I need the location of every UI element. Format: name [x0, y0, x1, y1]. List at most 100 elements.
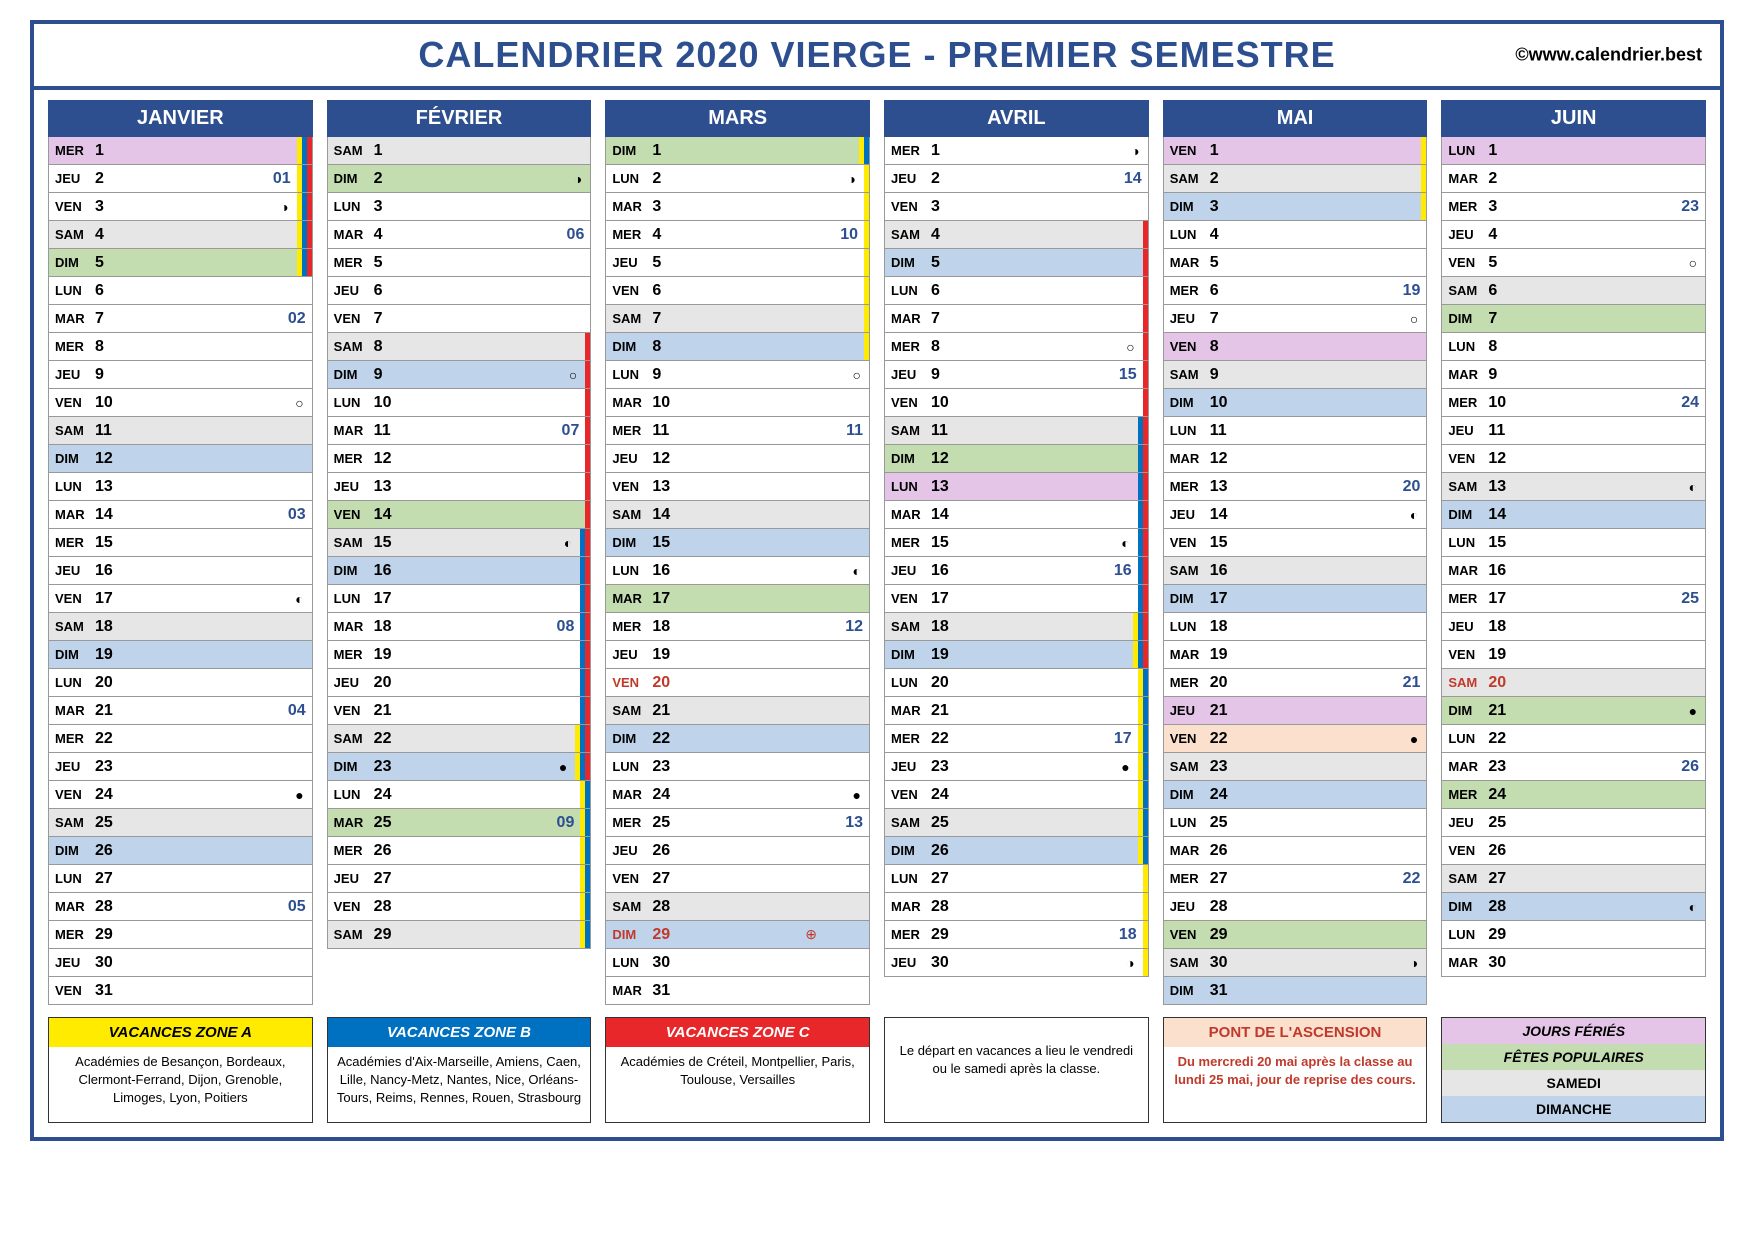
day-number: 2: [1486, 170, 1497, 188]
day-weekday: SAM: [328, 143, 372, 158]
day-number: 6: [929, 282, 940, 300]
day-cell: MER323: [1441, 193, 1706, 221]
day-cell: MAR7: [884, 305, 1149, 333]
day-cell: VEN17: [884, 585, 1149, 613]
vacation-bars: [859, 137, 869, 164]
day-number: 2: [93, 170, 104, 188]
day-number: 12: [93, 450, 113, 468]
day-weekday: MER: [606, 227, 650, 242]
vacation-bars: [1138, 445, 1148, 472]
vacation-bar-zone-c: [1143, 417, 1148, 444]
day-weekday: VEN: [606, 479, 650, 494]
day-number: 29: [372, 926, 392, 944]
day-cell: VEN24: [884, 781, 1149, 809]
day-cell: MAR406: [327, 221, 592, 249]
day-weekday: MER: [49, 927, 93, 942]
day-number: 23: [929, 758, 949, 776]
legend-pont-title: PONT DE L'ASCENSION: [1164, 1018, 1427, 1047]
day-weekday: DIM: [606, 143, 650, 158]
day-number: 17: [1486, 590, 1506, 608]
day-weekday: JEU: [49, 563, 93, 578]
day-cell: VEN27: [605, 865, 870, 893]
day-weekday: MAR: [606, 591, 650, 606]
day-cell: VEN10: [884, 389, 1149, 417]
day-weekday: MAR: [606, 983, 650, 998]
vacation-bars: [1138, 557, 1148, 584]
day-number: 10: [93, 394, 113, 412]
vacation-bar-zone-a: [864, 165, 869, 192]
day-cell: LUN6: [884, 277, 1149, 305]
vacation-bars: [585, 361, 590, 388]
day-cell: JEU14◐: [1163, 501, 1428, 529]
vacation-bar-zone-c: [585, 529, 590, 556]
vacation-bars: [580, 809, 590, 836]
day-cell: LUN6: [48, 277, 313, 305]
day-number: 29: [1208, 926, 1228, 944]
day-weekday: LUN: [49, 283, 93, 298]
vacation-bars: [585, 389, 590, 416]
day-number: 9: [93, 366, 104, 384]
month-column: JUINLUN1MAR2MER323JEU4VEN5○SAM6DIM7LUN8M…: [1441, 100, 1706, 1005]
day-weekday: LUN: [328, 591, 372, 606]
day-cell: MAR24●: [605, 781, 870, 809]
day-number: 27: [929, 870, 949, 888]
day-cell: MAR2509: [327, 809, 592, 837]
day-cell: VEN21: [327, 697, 592, 725]
day-weekday: MER: [328, 451, 372, 466]
day-number: 3: [929, 198, 940, 216]
day-number: 1: [929, 142, 940, 160]
day-number: 13: [929, 478, 949, 496]
vacation-bar-zone-c: [585, 585, 590, 612]
day-weekday: MAR: [606, 787, 650, 802]
vacation-bars: [580, 585, 590, 612]
week-number: 02: [288, 310, 312, 328]
day-cell: SAM25: [884, 809, 1149, 837]
day-number: 27: [93, 870, 113, 888]
day-weekday: DIM: [49, 647, 93, 662]
day-number: 12: [650, 450, 670, 468]
day-weekday: VEN: [49, 395, 93, 410]
day-number: 19: [93, 646, 113, 664]
day-cell: JEU30◑: [884, 949, 1149, 977]
moon-phase-icon: ◐: [853, 563, 869, 579]
vacation-bar-zone-c: [585, 473, 590, 500]
vacation-bar-zone-b: [585, 921, 590, 948]
day-cell: MAR2: [1441, 165, 1706, 193]
day-weekday: JEU: [49, 955, 93, 970]
day-cell: LUN2◑: [605, 165, 870, 193]
day-number: 9: [1486, 366, 1497, 384]
day-cell: SAM7: [605, 305, 870, 333]
day-number: 26: [1486, 842, 1506, 860]
day-number: 1: [650, 142, 661, 160]
month-column: FÉVRIERSAM1DIM2◑LUN3MAR406MER5JEU6VEN7SA…: [327, 100, 592, 1005]
month-column: MARSDIM1LUN2◑MAR3MER410JEU5VEN6SAM7DIM8L…: [605, 100, 870, 1005]
day-cell: MER19: [327, 641, 592, 669]
day-number: 5: [929, 254, 940, 272]
day-weekday: MAR: [49, 507, 93, 522]
day-weekday: MAR: [49, 703, 93, 718]
day-weekday: LUN: [1164, 815, 1208, 830]
day-number: 25: [372, 814, 392, 832]
day-weekday: MAR: [1164, 451, 1208, 466]
day-number: 10: [929, 394, 949, 412]
vacation-bars: [580, 613, 590, 640]
day-weekday: SAM: [328, 731, 372, 746]
day-weekday: MAR: [1164, 843, 1208, 858]
vacation-bar-zone-c: [307, 249, 312, 276]
day-weekday: MER: [1442, 395, 1486, 410]
day-cell: MAR12: [1163, 445, 1428, 473]
day-weekday: LUN: [328, 199, 372, 214]
day-cell: MER2918: [884, 921, 1149, 949]
day-weekday: LUN: [49, 479, 93, 494]
day-number: 7: [372, 310, 383, 328]
day-cell: DIM5: [884, 249, 1149, 277]
vacation-bars: [1133, 641, 1148, 668]
day-cell: JEU7○: [1163, 305, 1428, 333]
day-weekday: MER: [49, 731, 93, 746]
day-weekday: MAR: [1442, 367, 1486, 382]
day-cell: DIM9○: [327, 361, 592, 389]
day-cell: DIM26: [48, 837, 313, 865]
day-cell: JEU16: [48, 557, 313, 585]
day-number: 11: [93, 422, 112, 440]
vacation-bars: [1421, 193, 1426, 220]
